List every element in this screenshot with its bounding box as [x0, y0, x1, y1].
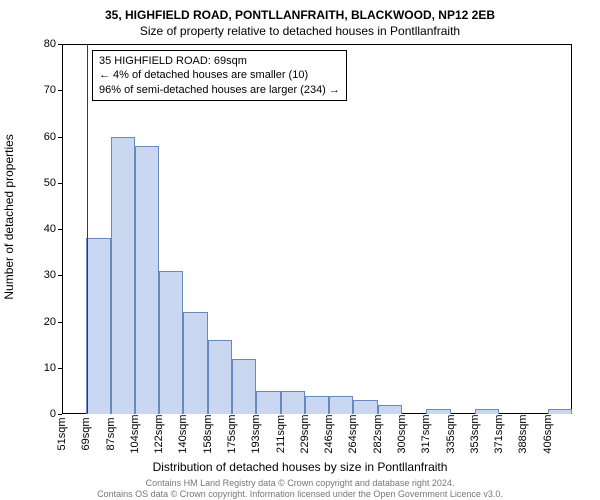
bar	[353, 400, 377, 414]
x-axis-label: Distribution of detached houses by size …	[0, 460, 600, 474]
bar	[548, 409, 572, 414]
y-tick-label: 50	[44, 177, 56, 189]
info-line-3: 96% of semi-detached houses are larger (…	[99, 83, 340, 97]
x-tick-label: 317sqm	[420, 414, 432, 453]
x-tick-label: 406sqm	[542, 414, 554, 453]
info-line-2: ← 4% of detached houses are smaller (10)	[99, 68, 340, 82]
bar	[256, 391, 280, 414]
y-tick-mark	[58, 368, 62, 369]
x-tick-label: 122sqm	[153, 414, 165, 453]
y-tick-mark	[58, 322, 62, 323]
y-tick-label: 70	[44, 84, 56, 96]
y-tick-mark	[58, 414, 62, 415]
y-tick-label: 10	[44, 362, 56, 374]
chart-title-main: 35, HIGHFIELD ROAD, PONTLLANFRAITH, BLAC…	[0, 0, 600, 22]
y-tick-mark	[58, 44, 62, 45]
y-tick-mark	[58, 229, 62, 230]
bar	[135, 146, 159, 414]
x-tick-label: 246sqm	[323, 414, 335, 453]
x-tick-label: 140sqm	[177, 414, 189, 453]
axis-left	[62, 44, 63, 414]
plot-area: 0102030405060708051sqm69sqm87sqm104sqm12…	[62, 44, 572, 414]
y-tick-label: 80	[44, 38, 56, 50]
bar	[111, 137, 135, 415]
chart-title-sub: Size of property relative to detached ho…	[0, 22, 600, 38]
x-tick-label: 335sqm	[445, 414, 457, 453]
x-tick-label: 193sqm	[250, 414, 262, 453]
y-tick-mark	[58, 275, 62, 276]
copyright-text: Contains HM Land Registry data © Crown c…	[0, 478, 600, 499]
y-tick-label: 20	[44, 316, 56, 328]
bar	[475, 409, 499, 414]
x-tick-label: 371sqm	[493, 414, 505, 453]
axis-top	[62, 44, 572, 45]
bar	[329, 396, 353, 415]
bar	[426, 409, 450, 414]
x-tick-label: 353sqm	[469, 414, 481, 453]
bar	[208, 340, 232, 414]
y-tick-label: 40	[44, 223, 56, 235]
x-tick-label: 87sqm	[105, 417, 117, 450]
x-tick-label: 158sqm	[202, 414, 214, 453]
info-box: 35 HIGHFIELD ROAD: 69sqm ← 4% of detache…	[92, 50, 347, 101]
y-axis-label: Number of detached properties	[2, 134, 16, 299]
x-tick-label: 175sqm	[226, 414, 238, 453]
x-tick-label: 282sqm	[372, 414, 384, 453]
x-tick-label: 211sqm	[275, 415, 287, 453]
bar	[183, 312, 207, 414]
x-tick-label: 300sqm	[396, 414, 408, 453]
property-marker-line	[87, 44, 88, 414]
bar	[159, 271, 183, 414]
bar	[378, 405, 402, 414]
bar	[86, 238, 110, 414]
x-tick-label: 104sqm	[129, 414, 141, 453]
y-tick-mark	[58, 90, 62, 91]
y-tick-label: 60	[44, 131, 56, 143]
x-tick-label: 264sqm	[347, 414, 359, 453]
x-tick-label: 51sqm	[56, 417, 68, 450]
y-tick-mark	[58, 137, 62, 138]
axis-right	[571, 44, 572, 414]
y-tick-label: 30	[44, 269, 56, 281]
bar	[305, 396, 329, 415]
bar	[281, 391, 305, 414]
x-tick-label: 388sqm	[517, 414, 529, 453]
x-tick-label: 69sqm	[80, 417, 92, 450]
x-tick-label: 229sqm	[299, 414, 311, 453]
y-tick-mark	[58, 183, 62, 184]
bar	[232, 359, 256, 415]
info-line-1: 35 HIGHFIELD ROAD: 69sqm	[99, 54, 340, 68]
